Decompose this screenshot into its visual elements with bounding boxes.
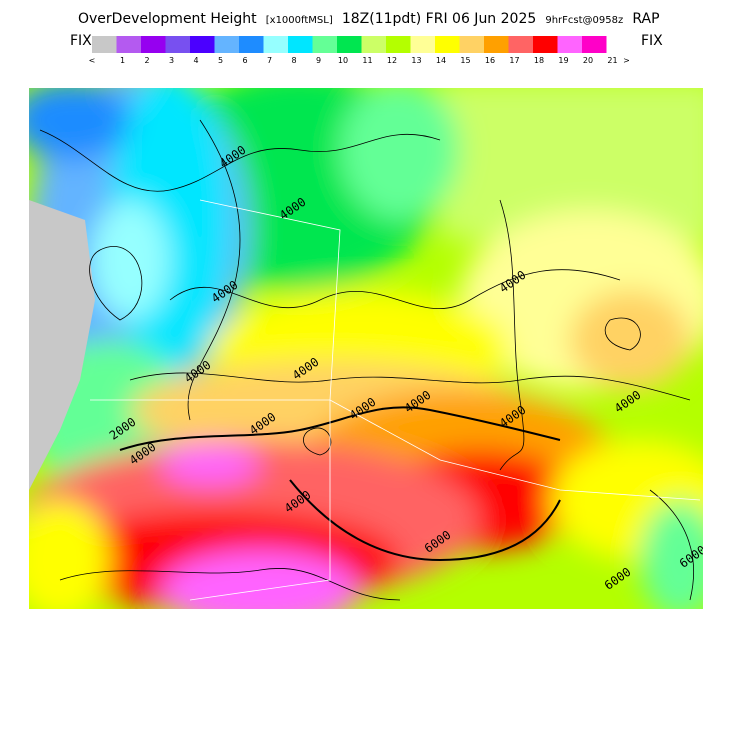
- legend-swatch: [263, 36, 288, 53]
- ocean: [29, 200, 95, 490]
- legend-label: 18: [534, 56, 544, 65]
- legend-label: 6: [242, 56, 247, 65]
- legend-swatch: [190, 36, 215, 53]
- legend-label: 3: [169, 56, 174, 65]
- legend-swatch: [410, 36, 435, 53]
- legend-label: 14: [436, 56, 446, 65]
- legend-label: >: [623, 56, 630, 65]
- legend-label: 10: [338, 56, 348, 65]
- legend-label: 20: [583, 56, 593, 65]
- fix-right: FIX: [641, 33, 663, 49]
- legend-swatch: [508, 36, 533, 53]
- legend-label: 11: [362, 56, 372, 65]
- legend-label: 19: [558, 56, 568, 65]
- legend-swatch: [533, 36, 558, 53]
- fix-left: FIX: [70, 33, 92, 49]
- legend-swatch: [484, 36, 509, 53]
- legend-label: <: [89, 56, 96, 65]
- legend-swatch: [386, 36, 411, 53]
- legend-label: 2: [144, 56, 149, 65]
- valid-time: 18Z(11pdt) FRI 06 Jun 2025: [342, 11, 536, 27]
- legend-swatch: [141, 36, 166, 53]
- forecast: 9hrFcst@0958z: [545, 15, 623, 26]
- legend-swatch: [288, 36, 313, 53]
- model: RAP: [632, 11, 659, 27]
- legend-swatch: [337, 36, 362, 53]
- legend-label: 5: [218, 56, 223, 65]
- title-text: OverDevelopment Height: [78, 11, 257, 27]
- title: OverDevelopment Height [x1000ftMSL] 18Z(…: [78, 8, 660, 27]
- legend-swatch: [92, 36, 117, 53]
- legend-label: 17: [509, 56, 519, 65]
- legend-label: 16: [485, 56, 495, 65]
- legend-swatch: [312, 36, 337, 53]
- legend-swatch: [239, 36, 264, 53]
- legend-label: 21: [607, 56, 617, 65]
- legend-label: 4: [193, 56, 198, 65]
- legend-swatch: [459, 36, 484, 53]
- legend-swatch: [557, 36, 582, 53]
- legend-label: 8: [291, 56, 296, 65]
- legend-label: 7: [267, 56, 272, 65]
- legend-label: 15: [460, 56, 470, 65]
- legend-label: 12: [387, 56, 397, 65]
- legend-label: 9: [316, 56, 321, 65]
- legend-swatch: [582, 36, 607, 53]
- legend-swatch: [361, 36, 386, 53]
- legend-swatch: [435, 36, 460, 53]
- legend-swatch: [214, 36, 239, 53]
- legend-swatch: [116, 36, 141, 53]
- legend-label: 13: [411, 56, 421, 65]
- legend-label: 1: [120, 56, 125, 65]
- units: [x1000ftMSL]: [266, 15, 333, 26]
- legend: <1 2 3 4 5 6 7 8 9 10 11 12 13 14 15 16 17 18 19 20 21 >: [89, 36, 630, 65]
- contours: [39, 119, 694, 601]
- borders: [90, 199, 701, 601]
- legend-swatch: [165, 36, 190, 53]
